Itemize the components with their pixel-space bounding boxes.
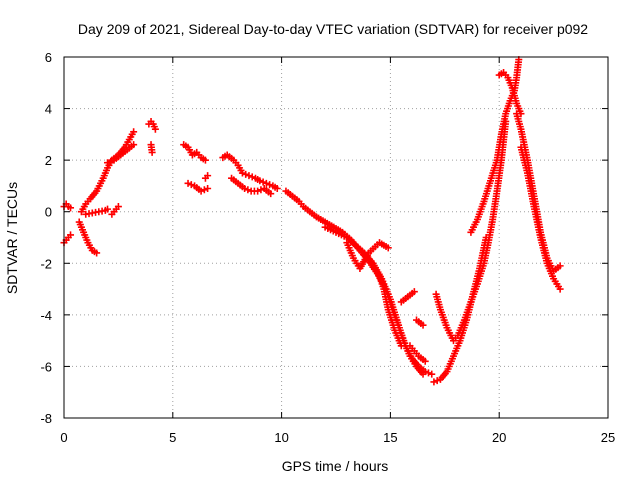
- data-point: [238, 169, 246, 177]
- x-tick-label: 5: [169, 430, 176, 445]
- data-point: [384, 244, 392, 252]
- data-point: [256, 177, 264, 185]
- y-tick-label: 2: [45, 153, 52, 168]
- data-point: [419, 370, 427, 378]
- series-arc-f: [108, 203, 122, 218]
- series-arc-n: [228, 174, 275, 198]
- series-arc-d: [77, 128, 138, 216]
- x-tick-label: 25: [601, 430, 615, 445]
- y-tick-label: -6: [40, 359, 52, 374]
- data-point-fill: [107, 157, 115, 165]
- data-point: [204, 185, 212, 193]
- data-point: [245, 172, 253, 180]
- axis-ticks: 0 5 10 15 20 25 -8 -6 -4 -2 0 2 4 6: [40, 50, 615, 445]
- data-point: [67, 231, 75, 239]
- series-arc-e: [82, 205, 112, 218]
- y-tick-label: -4: [40, 308, 52, 323]
- plot-frame: [63, 56, 609, 419]
- data-point: [151, 125, 159, 133]
- series-arc-h: [145, 117, 159, 133]
- x-axis-label: GPS time / hours: [282, 458, 389, 474]
- series-arc-w: [430, 234, 490, 386]
- data-point-fill: [433, 377, 441, 385]
- series-arc-i: [147, 141, 156, 156]
- y-tick-label: -8: [40, 411, 52, 426]
- series-arc-k: [184, 179, 212, 195]
- data-point-fill: [244, 186, 252, 194]
- series-arc-aa: [517, 143, 564, 293]
- data-point: [67, 204, 75, 212]
- series-arc-y: [495, 68, 525, 118]
- data-point: [184, 179, 192, 187]
- data-point-fill: [248, 173, 256, 181]
- x-tick-label: 0: [60, 430, 67, 445]
- data-point: [430, 378, 438, 386]
- chart-title: Day 209 of 2021, Sidereal Day-to-day VTE…: [78, 21, 588, 37]
- data-point-fill: [259, 178, 267, 186]
- grid-lines: [64, 57, 608, 418]
- y-tick-label: 6: [45, 50, 52, 65]
- x-tick-label: 20: [492, 430, 506, 445]
- data-point: [201, 156, 209, 164]
- data-point: [556, 285, 564, 293]
- series-arc-c: [75, 218, 101, 257]
- x-tick-label: 10: [274, 430, 288, 445]
- series-arc-a: [60, 200, 75, 212]
- data-point: [419, 321, 427, 329]
- series-arc-s: [397, 288, 418, 306]
- data-point: [104, 205, 112, 213]
- data-point: [397, 342, 405, 350]
- data-point: [241, 185, 249, 193]
- series-arc-m: [219, 151, 281, 193]
- y-tick-label: 0: [45, 205, 52, 220]
- data-points: [60, 56, 564, 386]
- data-point: [104, 159, 112, 167]
- series-arc-z: [513, 110, 564, 275]
- data-point: [148, 148, 156, 156]
- data-point: [254, 187, 262, 195]
- series-arc-x: [467, 56, 523, 236]
- data-point-fill: [266, 181, 274, 189]
- data-point: [428, 370, 436, 378]
- data-point: [93, 249, 101, 257]
- data-point: [273, 185, 281, 193]
- series-arc-r: [376, 272, 405, 350]
- series-arc-t: [406, 342, 429, 365]
- data-point: [421, 357, 429, 365]
- data-point-fill: [200, 186, 208, 194]
- data-point-fill: [424, 369, 432, 377]
- series-arc-b: [60, 231, 75, 247]
- data-point: [130, 128, 138, 136]
- series-arc-u: [413, 316, 427, 329]
- y-tick-label: 4: [45, 102, 52, 117]
- data-point: [410, 288, 418, 296]
- data-point: [262, 179, 270, 187]
- series-arc-q: [343, 239, 392, 272]
- data-point-fill: [187, 181, 195, 189]
- series-arc-j: [180, 141, 209, 164]
- y-tick-label: -2: [40, 256, 52, 271]
- data-point: [204, 172, 212, 180]
- x-tick-label: 15: [383, 430, 397, 445]
- y-axis-label: SDTVAR / TECUs: [4, 182, 20, 294]
- series-arc-g: [104, 141, 138, 167]
- data-point: [267, 190, 275, 198]
- data-point: [114, 203, 122, 211]
- data-point: [556, 262, 564, 270]
- data-point-fill: [242, 170, 250, 178]
- data-point: [130, 141, 138, 149]
- data-point: [482, 234, 490, 241]
- data-point: [197, 187, 205, 195]
- series-arc-l: [201, 172, 212, 182]
